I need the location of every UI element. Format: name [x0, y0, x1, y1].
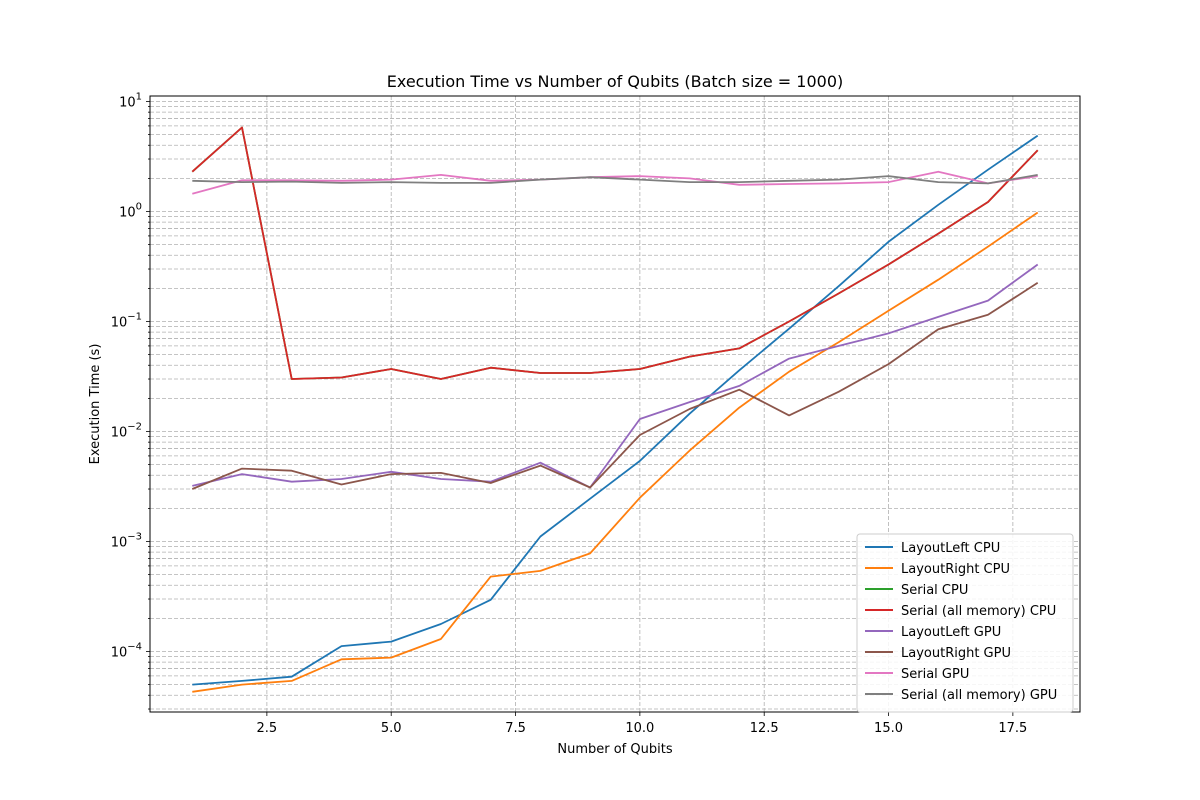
y-tick-exponent: 0: [136, 202, 142, 213]
tick-layer: 2.5 5.0 7.5 10.0 12.5 15.0 17.510−410−310−210−…: [111, 92, 1028, 737]
series-line-serial-all-memory-cpu: [191, 126, 1039, 380]
y-tick-base: 10: [111, 426, 128, 441]
x-tick-label: 15.0: [874, 721, 903, 736]
legend: LayoutLeft CPU LayoutRight CPU Serial CPU S…: [856, 533, 1074, 713]
legend-label: LayoutRight CPU: [901, 562, 1010, 577]
chart-title: Execution Time vs Number of Qubits (Batc…: [387, 72, 844, 91]
series-line-layoutleft-gpu: [192, 263, 1039, 489]
y-tick-exponent: −3: [127, 532, 142, 543]
series-line-layoutright-cpu: [192, 211, 1039, 693]
series-line-serial-gpu: [192, 170, 1038, 195]
y-axis-label: Execution Time (s): [88, 344, 103, 465]
series-line-layoutright-gpu: [191, 282, 1039, 490]
y-tick-label: 100: [119, 202, 142, 221]
legend-label: Serial (all memory) GPU: [901, 688, 1057, 703]
x-tick-label: 7.5: [505, 721, 526, 736]
y-tick-base: 10: [119, 206, 136, 221]
y-tick-label: 10−4: [111, 642, 142, 661]
legend-label: LayoutRight GPU: [901, 646, 1011, 661]
legend-label: LayoutLeft CPU: [901, 541, 1000, 556]
series-layer: [191, 126, 1039, 693]
x-axis-label: Number of Qubits: [557, 742, 672, 757]
series-line-layoutleft-cpu: [192, 134, 1039, 686]
legend-label: Serial CPU: [901, 583, 968, 598]
y-tick-exponent: 1: [136, 92, 142, 103]
y-tick-exponent: −1: [127, 312, 142, 323]
series-line-serial-all-memory-gpu: [192, 174, 1038, 185]
y-tick-base: 10: [119, 96, 136, 111]
x-tick-label: 2.5: [257, 721, 278, 736]
y-tick-exponent: −2: [127, 422, 142, 433]
y-tick-label: 101: [119, 92, 142, 111]
y-tick-base: 10: [111, 316, 128, 331]
legend-box: [856, 533, 1074, 713]
x-tick-label: 12.5: [750, 721, 779, 736]
y-tick-label: 10−1: [111, 312, 142, 331]
y-tick-base: 10: [111, 646, 128, 661]
y-tick-label: 10−3: [111, 532, 142, 551]
y-tick-base: 10: [111, 536, 128, 551]
y-tick-label: 10−2: [111, 422, 142, 441]
legend-label: Serial GPU: [901, 667, 969, 682]
legend-label: LayoutLeft GPU: [901, 625, 1001, 640]
legend-label: Serial (all memory) CPU: [901, 604, 1056, 619]
plot-frame: [149, 95, 1081, 713]
x-tick-label: 10.0: [625, 721, 654, 736]
x-tick-label: 5.0: [381, 721, 402, 736]
x-tick-label: 17.5: [998, 721, 1027, 736]
y-tick-exponent: −4: [127, 642, 142, 653]
